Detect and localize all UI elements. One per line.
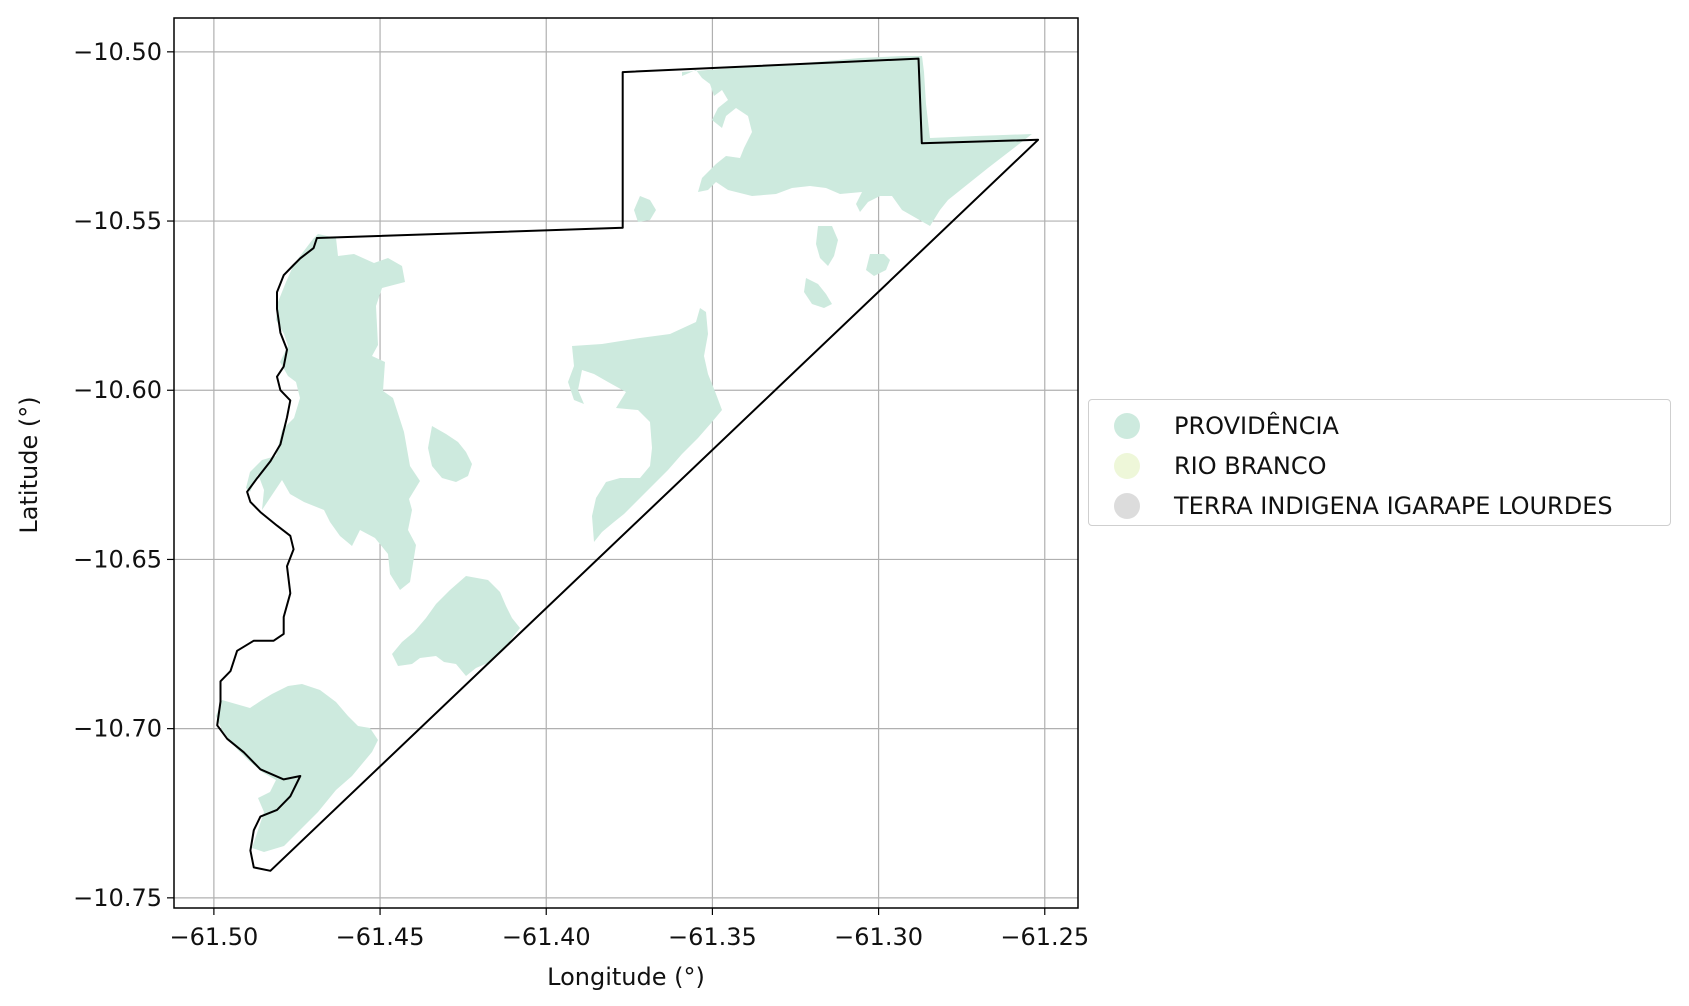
legend-marker <box>1114 413 1140 439</box>
area-small-2 <box>816 226 838 266</box>
legend-marker <box>1114 453 1140 479</box>
y-axis-label: Latitude (°) <box>15 396 43 533</box>
x-tick-label: −61.30 <box>834 923 923 951</box>
area-small-4 <box>866 254 890 276</box>
providencia-areas <box>216 56 1032 852</box>
y-tick-label: −10.70 <box>73 715 162 743</box>
legend-marker <box>1114 493 1140 519</box>
municipality-boundary <box>216 57 1040 872</box>
area-small-3 <box>804 278 832 308</box>
y-tick-label: −10.75 <box>73 884 162 912</box>
x-tick-label: −61.40 <box>502 923 591 951</box>
area-center <box>568 308 722 542</box>
legend-label: TERRA INDIGENA IGARAPE LOURDES <box>1174 492 1613 520</box>
y-tick-label: −10.50 <box>73 38 162 66</box>
y-tick-label: −10.55 <box>73 207 162 235</box>
y-tick-label: −10.60 <box>73 376 162 404</box>
legend-label: RIO BRANCO <box>1174 452 1327 480</box>
legend-item-rio-branco: RIO BRANCO <box>1089 446 1670 486</box>
legend-item-providencia: PROVIDÊNCIA <box>1089 406 1670 446</box>
x-tick-label: −61.50 <box>169 923 258 951</box>
y-tick-label: −10.65 <box>73 545 162 573</box>
x-axis-label: Longitude (°) <box>547 963 705 991</box>
area-west <box>246 234 420 590</box>
legend-item-terra-indigena: TERRA INDIGENA IGARAPE LOURDES <box>1089 486 1670 526</box>
plot-frame <box>173 17 1079 909</box>
axis-ticks: −61.50 −61.45 −61.40 −61.35 −61.30 −61.25 −10.… <box>73 38 1089 951</box>
x-tick-label: −61.35 <box>668 923 757 951</box>
area-small-1 <box>428 426 472 482</box>
legend: PROVIDÊNCIA RIO BRANCO TERRA INDIGENA IG… <box>1088 399 1671 526</box>
area-small-5 <box>634 196 656 222</box>
x-tick-label: −61.25 <box>1000 923 1089 951</box>
area-northeast <box>682 56 1032 226</box>
boundary-outline <box>216 57 1040 872</box>
area-southwest <box>216 684 378 852</box>
area-mid-south <box>392 576 520 676</box>
legend-label: PROVIDÊNCIA <box>1174 412 1339 440</box>
x-tick-label: −61.45 <box>336 923 425 951</box>
